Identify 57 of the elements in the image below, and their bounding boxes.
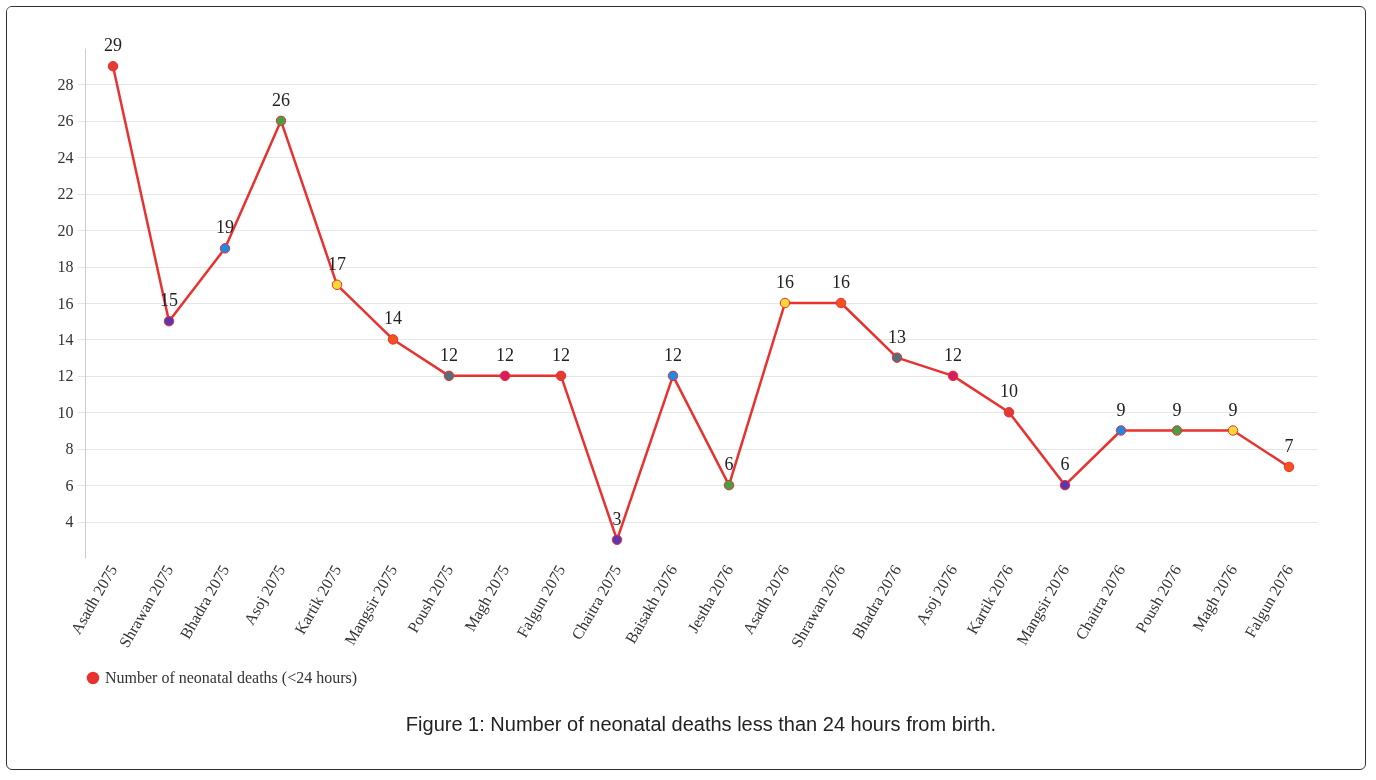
point [107,60,119,72]
point [1059,479,1071,491]
point [1003,407,1015,418]
point [555,370,567,382]
data-label: 12 [496,344,514,365]
y-tick-label: 6 [65,476,74,494]
point [275,115,287,127]
data-label: 9 [1172,399,1182,420]
data-label: 29 [104,35,122,56]
data-label: 12 [552,344,570,365]
point [667,370,679,382]
data-label: 7 [1284,435,1294,456]
point [499,370,511,382]
point [891,352,903,363]
point [443,370,455,382]
point [387,334,399,345]
y-tick-label: 16 [57,294,74,312]
data-label: 3 [612,508,622,529]
data-label: 10 [1000,381,1018,402]
data-label: 9 [1116,399,1126,420]
data-label: 6 [1060,454,1070,475]
y-tick-label: 18 [57,258,74,276]
text: Figure 1: Number of neonatal deaths less than 24 hours from birth. [405,713,997,735]
y-tick-label: 28 [57,75,74,93]
y-tick-label: 14 [57,330,74,348]
point [1283,461,1295,473]
point [331,279,343,291]
data-label: 19 [216,217,234,238]
point [947,370,959,382]
point [835,297,847,309]
data-label: 14 [384,308,402,329]
point [163,315,175,327]
point [779,297,791,309]
point [1227,425,1239,436]
data-label: 6 [724,454,734,475]
y-tick-label: 24 [57,148,74,166]
y-tick-label: 12 [57,367,74,385]
point [1171,425,1183,436]
y-tick-label: 10 [57,403,74,421]
data-label: 13 [888,326,906,347]
data-label: 16 [832,272,850,292]
data-label: 16 [776,272,794,292]
y-tick-label: 8 [65,440,74,458]
y-tick-label: 4 [65,513,74,531]
y-tick-label: 20 [57,221,74,239]
data-label: 9 [1228,399,1238,420]
point [1115,425,1127,436]
data-label: 12 [664,344,682,365]
y-tick-label: 26 [57,112,74,130]
data-label: 12 [944,344,962,365]
data-label: 26 [272,89,290,110]
point [611,534,623,546]
y-tick-label: 22 [57,185,74,203]
point [219,243,231,254]
data-label: 12 [440,344,458,365]
point [723,479,735,491]
legend-label: Number of neonatal deaths (<24 hours) [105,669,358,687]
